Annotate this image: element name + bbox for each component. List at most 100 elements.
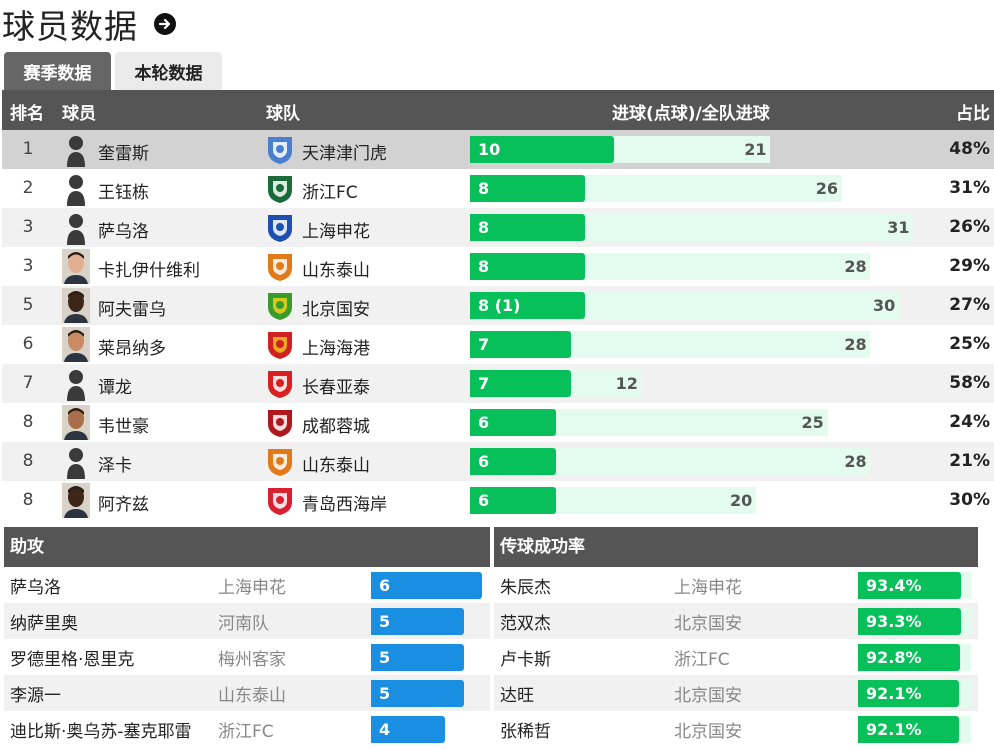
player-name-link[interactable]: 朱辰杰: [500, 578, 551, 598]
player-name-link[interactable]: 萨乌洛: [10, 578, 61, 598]
rank-cell: 1: [22, 139, 34, 159]
player-name-link[interactable]: 迪比斯·奥乌苏-塞克耶雷: [10, 722, 192, 742]
player-name-link[interactable]: 罗德里格·恩里克: [10, 650, 135, 670]
table-header: 排名 球员 球队 进球(点球)/全队进球 占比: [2, 90, 994, 130]
goal-ratio: 24%: [949, 412, 990, 432]
goal-ratio: 27%: [949, 295, 990, 315]
team-name: 北京国安: [674, 614, 742, 634]
player-name-link[interactable]: 阿齐兹: [98, 495, 149, 515]
list-item[interactable]: 李源一 山东泰山 5: [4, 675, 490, 711]
list-item[interactable]: 范双杰 北京国安 93.3%: [494, 603, 978, 639]
player-avatar: [62, 249, 90, 284]
table-row[interactable]: 7 谭龙 长春亚泰 7 12 58%: [2, 364, 994, 403]
player-name-link[interactable]: 奎雷斯: [98, 144, 149, 164]
list-item[interactable]: 萨乌洛 上海申花 6: [4, 567, 490, 603]
list-item[interactable]: 罗德里格·恩里克 梅州客家 5: [4, 639, 490, 675]
tab-season-data[interactable]: 赛季数据: [4, 52, 111, 90]
pass-rate-bar: 92.8%: [858, 644, 961, 671]
player-name-link[interactable]: 李源一: [10, 686, 61, 706]
list-item[interactable]: 朱辰杰 上海申花 93.4%: [494, 567, 978, 603]
player-name-link[interactable]: 卢卡斯: [500, 650, 551, 670]
player-name-link[interactable]: 达旺: [500, 686, 534, 706]
team-crest-icon: [266, 252, 294, 282]
team-name-link[interactable]: 浙江FC: [302, 183, 358, 203]
pass-rate-bar: 93.3%: [858, 608, 961, 635]
header-ratio: 占比: [956, 104, 990, 124]
team-name-link[interactable]: 长春亚泰: [302, 378, 370, 398]
team-crest-icon: [266, 408, 294, 438]
table-body: 1 奎雷斯 天津津门虎 10 21 48% 2 王钰栋 浙江FC 8 26 31% 3 萨乌洛 上海申花 8 3…: [2, 130, 994, 520]
player-name-link[interactable]: 张稀哲: [500, 722, 551, 742]
page-title: 球员数据: [2, 7, 138, 46]
passing-header: 传球成功率: [494, 527, 978, 567]
player-name-link[interactable]: 萨乌洛: [98, 222, 149, 242]
tab-round-data[interactable]: 本轮数据: [115, 52, 222, 90]
team-name-link[interactable]: 青岛西海岸: [302, 495, 387, 515]
team-goals-value: 21: [744, 140, 767, 159]
player-name-link[interactable]: 莱昂纳多: [98, 339, 166, 359]
player-goals-bar: 8: [470, 175, 586, 202]
player-name-link[interactable]: 纳萨里奥: [10, 614, 78, 634]
player-avatar: [62, 288, 90, 323]
rank-cell: 8: [22, 412, 34, 432]
header-goals: 进球(点球)/全队进球: [612, 104, 770, 124]
player-name-link[interactable]: 谭龙: [98, 378, 132, 398]
assists-bar: 4: [371, 716, 445, 743]
team-name-link[interactable]: 北京国安: [302, 300, 370, 320]
team-name: 北京国安: [674, 722, 742, 742]
goal-ratio: 48%: [949, 139, 990, 159]
assists-bar: 5: [371, 608, 464, 635]
player-name-link[interactable]: 韦世豪: [98, 417, 149, 437]
team-name-link[interactable]: 山东泰山: [302, 261, 370, 281]
goal-ratio: 58%: [949, 373, 990, 393]
goal-ratio: 31%: [949, 178, 990, 198]
list-item[interactable]: 纳萨里奥 河南队 5: [4, 603, 490, 639]
team-name: 上海申花: [218, 578, 286, 598]
list-item[interactable]: 达旺 北京国安 92.1%: [494, 675, 978, 711]
player-goals-bar: 7: [470, 331, 571, 358]
list-item[interactable]: 张稀哲 北京国安 92.1%: [494, 711, 978, 747]
assists-header: 助攻: [4, 527, 490, 567]
team-crest-icon: [266, 447, 294, 477]
table-row[interactable]: 5 阿夫雷乌 北京国安 8 (1) 30 27%: [2, 286, 994, 325]
team-goals-value: 28: [844, 452, 867, 471]
player-name-link[interactable]: 范双杰: [500, 614, 551, 634]
player-goals-bar: 6: [470, 487, 557, 514]
player-goals-bar: 8: [470, 214, 586, 241]
team-name: 河南队: [218, 614, 269, 634]
player-goals-bar: 7: [470, 370, 571, 397]
goals-table: 排名 球员 球队 进球(点球)/全队进球 占比 1 奎雷斯 天津津门虎 10 21 48%…: [2, 90, 994, 520]
goal-ratio: 29%: [949, 256, 990, 276]
team-name-link[interactable]: 成都蓉城: [302, 417, 370, 437]
table-row[interactable]: 3 萨乌洛 上海申花 8 31 26%: [2, 208, 994, 247]
team-name: 梅州客家: [218, 650, 286, 670]
player-avatar: [62, 444, 90, 479]
team-goals-value: 26: [815, 179, 839, 198]
list-item[interactable]: 迪比斯·奥乌苏-塞克耶雷 浙江FC 4: [4, 711, 490, 747]
table-row[interactable]: 3 卡扎伊什维利 山东泰山 8 28 29%: [2, 247, 994, 286]
team-name-link[interactable]: 山东泰山: [302, 456, 370, 476]
table-row[interactable]: 8 韦世豪 成都蓉城 6 25 24%: [2, 403, 994, 442]
list-item[interactable]: 卢卡斯 浙江FC 92.8%: [494, 639, 978, 675]
team-goals-value: 31: [887, 218, 910, 237]
header-player: 球员: [62, 104, 96, 124]
player-name-link[interactable]: 阿夫雷乌: [98, 300, 166, 320]
player-name-link[interactable]: 卡扎伊什维利: [98, 261, 200, 281]
rank-cell: 2: [22, 178, 34, 198]
rank-cell: 3: [22, 256, 34, 276]
table-row[interactable]: 8 泽卡 山东泰山 6 28 21%: [2, 442, 994, 481]
page-header: 球员数据: [2, 2, 176, 46]
player-goals-bar: 8: [470, 253, 586, 280]
goal-ratio: 30%: [949, 490, 990, 510]
team-name-link[interactable]: 上海申花: [302, 222, 370, 242]
table-row[interactable]: 1 奎雷斯 天津津门虎 10 21 48%: [2, 130, 994, 169]
player-name-link[interactable]: 泽卡: [98, 456, 132, 476]
table-row[interactable]: 6 莱昂纳多 上海海港 7 28 25%: [2, 325, 994, 364]
table-row[interactable]: 8 阿齐兹 青岛西海岸 6 20 30%: [2, 481, 994, 520]
header-rank: 排名: [10, 104, 44, 124]
arrow-right-circle-icon[interactable]: [154, 13, 176, 35]
team-name-link[interactable]: 天津津门虎: [302, 144, 387, 164]
player-name-link[interactable]: 王钰栋: [98, 183, 149, 203]
team-name-link[interactable]: 上海海港: [302, 339, 370, 359]
table-row[interactable]: 2 王钰栋 浙江FC 8 26 31%: [2, 169, 994, 208]
